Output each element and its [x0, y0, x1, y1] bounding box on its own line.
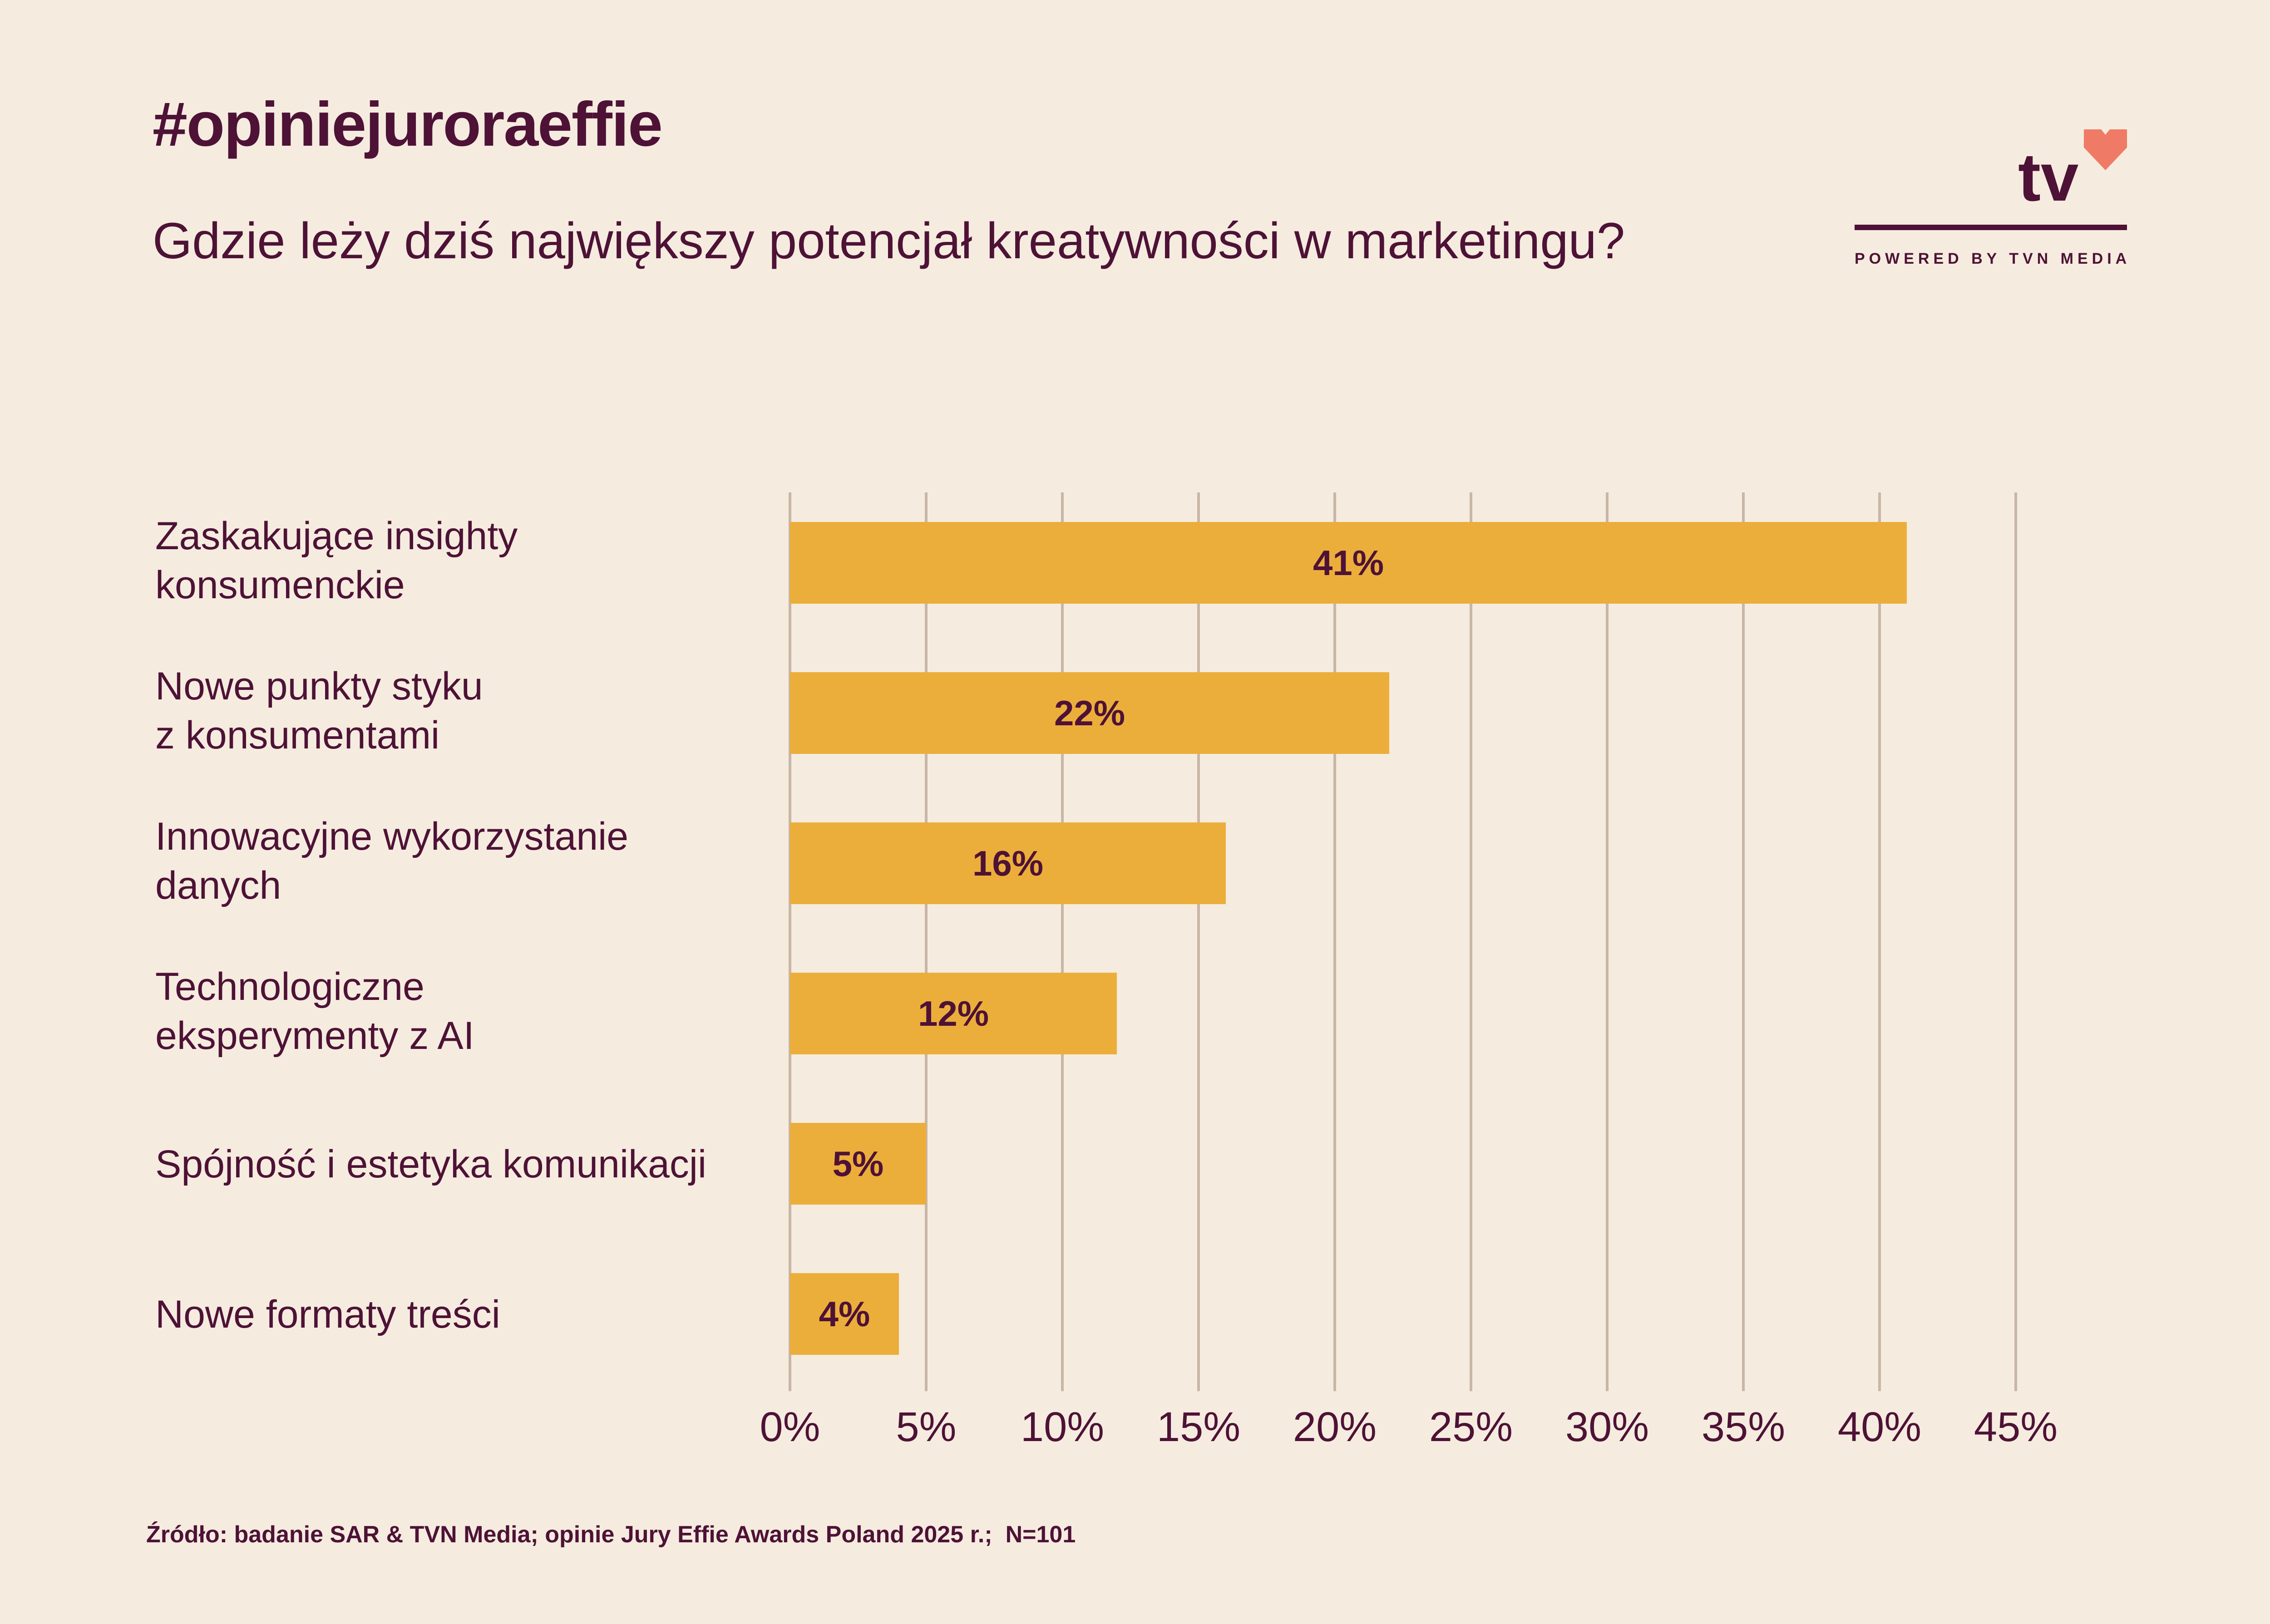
tv-logo: tv POWERED BY TVN MEDIA — [1855, 129, 2127, 270]
x-tick-label: 30% — [1565, 1404, 1649, 1450]
x-tick-label: 10% — [1021, 1404, 1104, 1450]
x-tick-label: 25% — [1429, 1404, 1513, 1450]
x-tick-label: 40% — [1838, 1404, 1921, 1450]
logo-divider — [1855, 225, 2127, 230]
x-axis-ticks: 0% 5% 10% 15% 20% 25% 30% 35% 40% 45% — [760, 1404, 2058, 1450]
category-label: Zaskakujące insighty — [155, 514, 518, 558]
category-label: konsumenckie — [155, 563, 405, 607]
category-label: Nowe punkty styku — [155, 664, 483, 708]
category-label: eksperymenty z AI — [155, 1014, 474, 1058]
logo-powered-by: POWERED BY TVN MEDIA — [1855, 250, 2131, 267]
page-hashtag: #opiniejuroraeffie — [153, 89, 663, 159]
source-footnote: Źródło: badanie SAR & TVN Media; opinie … — [146, 1521, 1076, 1548]
x-tick-label: 45% — [1974, 1404, 2058, 1450]
bar-value-label: 22% — [1054, 693, 1125, 733]
category-label: danych — [155, 864, 281, 907]
bar — [790, 822, 1226, 904]
x-tick-label: 15% — [1157, 1404, 1240, 1450]
category-label: Technologiczne — [155, 965, 424, 1009]
gridlines — [789, 492, 2017, 1391]
category-label: Spójność i estetyka komunikacji — [155, 1142, 706, 1186]
bar-value-label: 16% — [972, 843, 1043, 883]
bar — [790, 522, 1907, 604]
category-label: Innowacyjne wykorzystanie — [155, 815, 628, 858]
logo-tv-text: tv — [2018, 139, 2079, 215]
bar-value-label: 41% — [1313, 543, 1384, 583]
bar — [790, 1273, 899, 1355]
bar-value-label: 12% — [918, 994, 989, 1033]
bar — [790, 1123, 926, 1205]
x-tick-label: 35% — [1702, 1404, 1785, 1450]
category-label: z konsumentami — [155, 714, 439, 757]
category-labels: Zaskakujące insighty konsumenckie Nowe pun… — [155, 514, 706, 1336]
x-tick-label: 20% — [1293, 1404, 1377, 1450]
bar — [790, 672, 1389, 754]
bar-value-label: 5% — [833, 1144, 884, 1184]
x-tick-label: 0% — [760, 1404, 820, 1450]
bar-value-label: 4% — [819, 1294, 870, 1334]
x-tick-label: 5% — [896, 1404, 957, 1450]
chart-question-title: Gdzie leży dziś największy potencjał kre… — [153, 212, 1625, 269]
category-label: Nowe formaty treści — [155, 1293, 500, 1336]
bars: 41% 22% 16% 12% 5% 4% — [790, 522, 1907, 1355]
heart-icon — [2084, 129, 2127, 170]
bar — [790, 973, 1117, 1054]
